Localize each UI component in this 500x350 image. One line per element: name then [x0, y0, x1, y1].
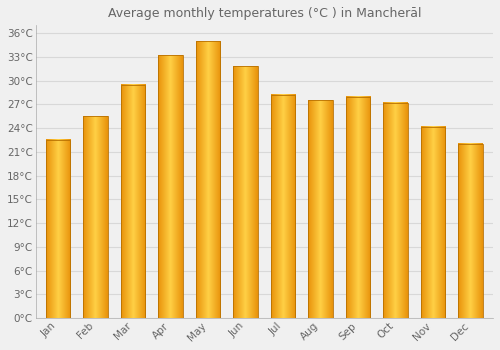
Bar — [346, 97, 370, 318]
Bar — [84, 116, 108, 318]
Bar — [384, 103, 408, 318]
Bar — [158, 55, 183, 318]
Bar — [458, 144, 482, 318]
Bar — [234, 66, 258, 318]
Bar — [421, 127, 445, 318]
Title: Average monthly temperatures (°C ) in Mancherāl: Average monthly temperatures (°C ) in Ma… — [108, 7, 421, 20]
Bar — [271, 95, 295, 318]
Bar — [46, 140, 70, 318]
Bar — [196, 41, 220, 318]
Bar — [308, 100, 333, 318]
Bar — [121, 85, 146, 318]
